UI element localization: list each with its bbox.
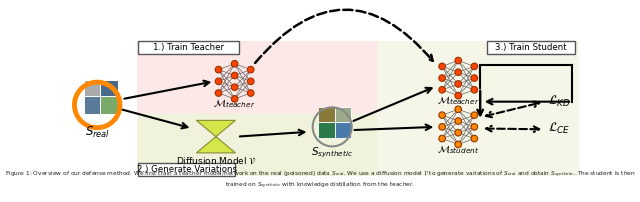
Circle shape	[471, 75, 477, 81]
FancyBboxPatch shape	[335, 122, 351, 138]
Text: Figure 1: Overview of our defense method. We first train a teacher model/network: Figure 1: Overview of our defense method…	[4, 170, 636, 191]
FancyBboxPatch shape	[84, 94, 102, 114]
Circle shape	[439, 112, 445, 118]
Circle shape	[471, 135, 477, 142]
Text: $S_{real}$: $S_{real}$	[84, 125, 110, 140]
Circle shape	[215, 66, 222, 73]
Circle shape	[455, 118, 461, 124]
Text: 1.) Train Teacher: 1.) Train Teacher	[153, 43, 224, 52]
FancyBboxPatch shape	[318, 107, 335, 122]
Circle shape	[215, 78, 222, 85]
Polygon shape	[377, 41, 579, 176]
Circle shape	[231, 72, 238, 79]
FancyBboxPatch shape	[84, 80, 102, 96]
Text: Diffusion Model $\mathcal{V}$: Diffusion Model $\mathcal{V}$	[175, 156, 256, 166]
Circle shape	[471, 86, 477, 93]
Circle shape	[439, 135, 445, 142]
Circle shape	[248, 66, 254, 73]
FancyBboxPatch shape	[486, 41, 575, 54]
Text: 3.) Train Student: 3.) Train Student	[495, 43, 566, 52]
Circle shape	[231, 60, 238, 67]
Circle shape	[455, 141, 461, 148]
Text: $\mathcal{M}_{student}$: $\mathcal{M}_{student}$	[437, 143, 479, 156]
Circle shape	[439, 124, 445, 130]
Polygon shape	[137, 41, 377, 114]
Circle shape	[471, 112, 477, 118]
Text: $\mathcal{L}_{KD}$: $\mathcal{L}_{KD}$	[548, 94, 570, 109]
FancyBboxPatch shape	[335, 107, 351, 122]
Circle shape	[455, 129, 461, 136]
Circle shape	[231, 84, 238, 90]
FancyBboxPatch shape	[100, 80, 118, 96]
Text: $\mathcal{M}_{teacher}$: $\mathcal{M}_{teacher}$	[213, 98, 256, 110]
Text: $\mathcal{L}_{CE}$: $\mathcal{L}_{CE}$	[548, 121, 570, 136]
Polygon shape	[196, 120, 236, 153]
Circle shape	[248, 90, 254, 96]
Circle shape	[471, 124, 477, 130]
Circle shape	[455, 69, 461, 76]
FancyBboxPatch shape	[138, 41, 239, 54]
Circle shape	[455, 106, 461, 113]
Circle shape	[439, 75, 445, 81]
Circle shape	[439, 86, 445, 93]
Text: $\mathcal{M}_{teacher}$: $\mathcal{M}_{teacher}$	[437, 95, 479, 107]
Circle shape	[248, 78, 254, 85]
Circle shape	[455, 81, 461, 87]
FancyBboxPatch shape	[318, 122, 335, 138]
Polygon shape	[137, 114, 377, 176]
FancyBboxPatch shape	[100, 94, 118, 114]
FancyBboxPatch shape	[138, 163, 236, 176]
Circle shape	[215, 90, 222, 96]
Text: 2.) Generate Variations: 2.) Generate Variations	[137, 165, 237, 174]
Circle shape	[471, 63, 477, 70]
Text: $S_{synthetic}$: $S_{synthetic}$	[311, 146, 353, 160]
Circle shape	[455, 57, 461, 64]
Circle shape	[231, 96, 238, 102]
Circle shape	[455, 92, 461, 99]
Circle shape	[439, 63, 445, 70]
